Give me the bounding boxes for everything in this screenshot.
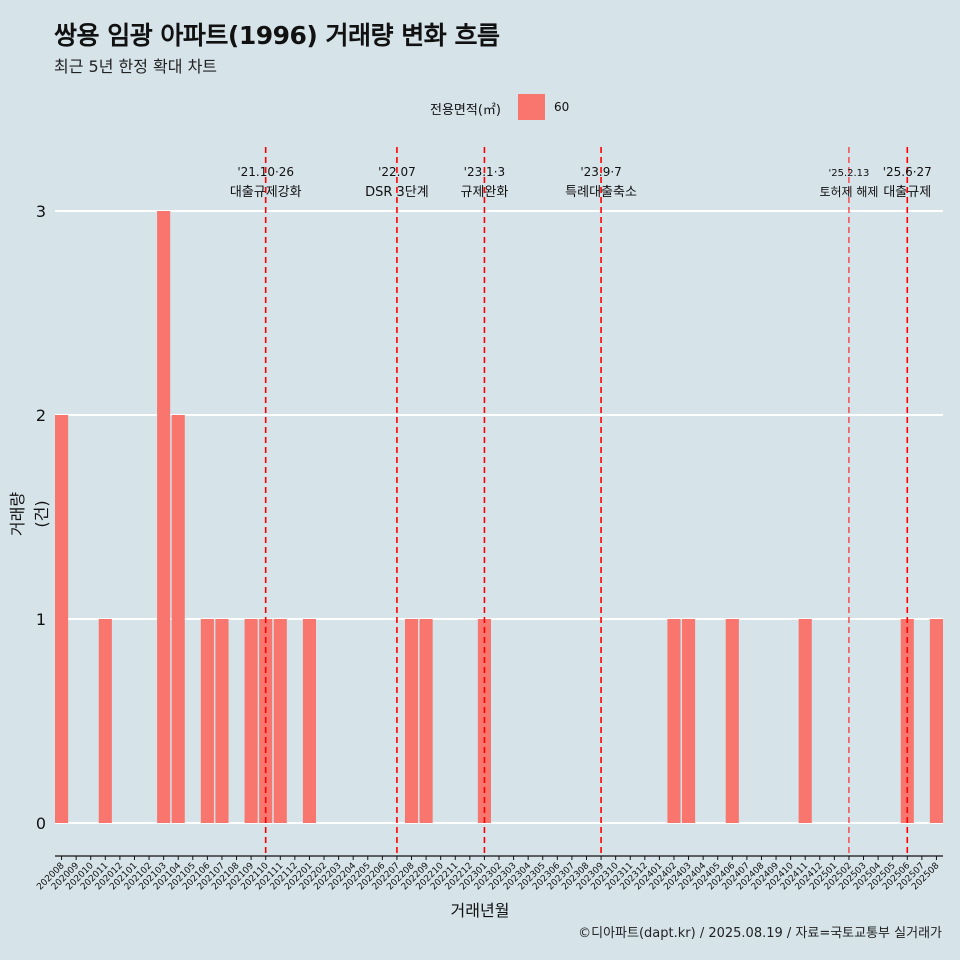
event-date-label: '25.6·27 xyxy=(883,165,932,179)
y-tick-label: 2 xyxy=(36,406,46,425)
event-name-label: DSR 3단계 xyxy=(365,185,429,200)
bar xyxy=(98,619,112,823)
event-name-label: 대출규제 xyxy=(883,185,931,200)
event-name-label: 규제완화 xyxy=(460,185,508,200)
event-name-label: 특례대출축소 xyxy=(565,185,637,200)
legend-label: 60 xyxy=(554,100,570,114)
bar xyxy=(725,619,739,823)
chart-subtitle: 최근 5년 한정 확대 차트 xyxy=(54,57,218,76)
legend: 전용면적(㎡) 60 xyxy=(0,94,960,120)
bar xyxy=(171,415,185,823)
event-name-label: 토허제 해제 xyxy=(819,185,878,199)
bar xyxy=(404,619,419,823)
y-tick-label: 0 xyxy=(36,814,46,833)
y-axis-label: 거래량(건) xyxy=(8,491,51,537)
bar xyxy=(667,619,681,823)
bar xyxy=(681,619,696,823)
bar xyxy=(302,619,317,823)
y-tick-label: 1 xyxy=(36,610,46,629)
legend-title: 전용면적(㎡) xyxy=(430,103,501,118)
event-date-label: '25.2.13 xyxy=(828,168,869,179)
event-date-label: '23.9·7 xyxy=(580,165,621,179)
x-axis-label: 거래년월 xyxy=(450,901,510,920)
bar xyxy=(273,619,287,823)
event-date-label: '22.07 xyxy=(378,165,416,179)
chart-title: 쌍용 임광 아파트(1996) 거래량 변화 흐름 xyxy=(54,21,500,50)
y-tick-label: 3 xyxy=(36,202,46,221)
bar xyxy=(798,619,812,823)
bar xyxy=(929,619,943,823)
bar xyxy=(157,211,171,823)
event-name-label: 대출규제강화 xyxy=(230,185,302,200)
bar xyxy=(419,619,433,823)
bar xyxy=(215,619,229,823)
event-date-label: '23.1·3 xyxy=(464,165,505,179)
bar xyxy=(200,619,214,823)
bar xyxy=(244,619,258,823)
source-caption: ©디아파트(dapt.kr) / 2025.08.19 / 자료=국토교통부 실… xyxy=(578,926,942,941)
event-date-label: '21.10·26 xyxy=(237,165,294,179)
bar xyxy=(55,415,69,823)
legend-color-key xyxy=(518,94,545,120)
